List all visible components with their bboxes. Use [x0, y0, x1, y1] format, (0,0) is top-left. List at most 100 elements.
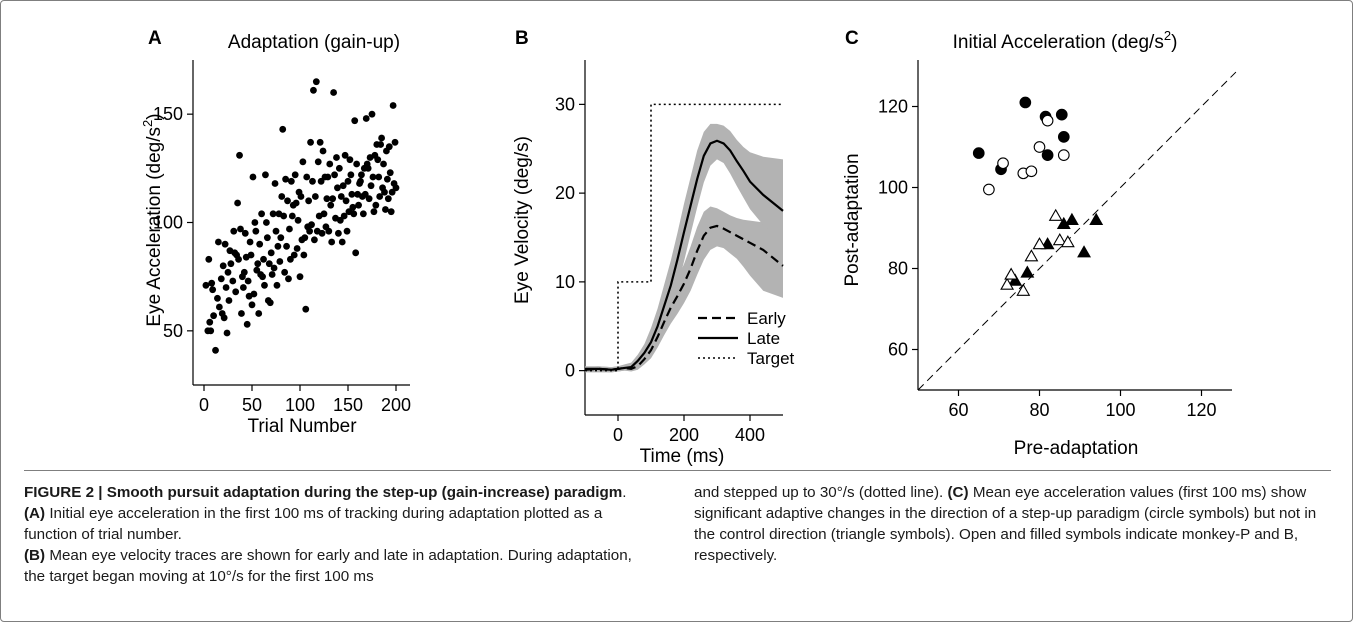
panel-a-data-point: [230, 227, 238, 235]
panel-a-x-tick-label: 200: [381, 395, 411, 415]
panel-a-data-point: [261, 281, 268, 289]
panel-a-data-point: [290, 251, 298, 259]
panel-a-data-point: [210, 312, 218, 320]
panel-b-axes: 0 200 400 0 10 20 30: [555, 60, 783, 445]
panel-a-data-point: [308, 221, 315, 229]
panel-a-data-point: [389, 102, 397, 109]
panel-a-data-point: [377, 141, 385, 148]
panel-a-data-point: [335, 164, 343, 172]
panel-a-data-point: [372, 201, 380, 209]
panel-a-data-point: [249, 173, 257, 181]
caption-a-label: (A): [24, 505, 46, 522]
panel-b-legend-label-late: Late: [747, 329, 780, 348]
panel-c-y-tick-label: 120: [878, 97, 908, 117]
panel-a-data-point: [263, 234, 271, 242]
caption-b-label: (B): [24, 547, 46, 564]
panel-a-data-point: [328, 238, 336, 246]
panel-a-data-point: [340, 212, 348, 220]
panel-a-data-point: [353, 160, 361, 168]
panel-c-unity-line: [917, 71, 1237, 391]
panel-a-data-point: [248, 301, 256, 309]
panel-c-axes: 60 80 100 120 60 80 100 120: [878, 60, 1237, 420]
panel-a-data-point: [247, 251, 255, 259]
caption-a-text: Initial eye acceleration in the first 10…: [24, 505, 603, 543]
panel-a-data-point: [307, 138, 314, 146]
panel-a-data-point: [383, 175, 391, 183]
panel-a-data-point: [284, 197, 291, 205]
panel-c-point-filled-triangle: [1020, 265, 1035, 278]
panel-a-x-tick-label: 0: [199, 395, 209, 415]
panel-a-data-point: [205, 255, 213, 263]
panel-a-data-point: [374, 156, 382, 164]
panel-c-point-filled-triangle: [1064, 212, 1079, 225]
panel-a-data-point: [278, 193, 286, 200]
panel-a-data-point: [343, 227, 351, 235]
panel-a-data-point: [387, 208, 395, 216]
panel-a-data-point: [327, 201, 335, 209]
panel-a-axes: 0 50 100 150 200 50 100 150: [153, 60, 411, 415]
panel-c-point-open-triangle: [1032, 237, 1047, 250]
panel-a-data-point: [232, 288, 240, 296]
panel-a-data-point: [244, 277, 252, 285]
panel-c-point-open-circle: [997, 157, 1009, 170]
panel-c-y-tick-label: 60: [888, 340, 908, 360]
panel-a-data-point: [209, 286, 217, 294]
panel-b-series-late: [585, 139, 784, 371]
panel-c-point-filled-triangle: [1008, 273, 1023, 286]
panel-a-data-point: [380, 160, 387, 168]
panel-c-points: [972, 96, 1104, 296]
panel-a-data-point: [381, 188, 388, 196]
panel-a-data-point: [234, 199, 242, 207]
panel-a-data-point: [309, 177, 316, 185]
panel-a-data-point: [208, 279, 216, 287]
panel-a-data-point: [364, 164, 372, 172]
panel-a-data-point: [265, 260, 273, 268]
panel-a-data-point: [348, 190, 356, 198]
panel-a-data-point: [339, 182, 347, 190]
panel-a-data-point: [222, 284, 230, 291]
panel-a-data-point: [316, 138, 324, 146]
panel-a-data-point: [239, 284, 247, 291]
panel-a-data-point: [342, 197, 350, 205]
panel-b-y-tick-label: 10: [555, 272, 575, 292]
panel-b-x-tick-label: 0: [613, 425, 623, 445]
panel-b-xlabel: Time (ms): [640, 446, 725, 467]
panel-a-data-point: [217, 275, 225, 283]
caption-right-column: and stepped up to 30°/s (dotted line). (…: [694, 482, 1334, 566]
panel-a-y-tick-label: 150: [153, 104, 183, 124]
panel-c-point-filled-circle: [972, 147, 985, 159]
panel-b-x-tick-label: 200: [669, 425, 699, 445]
panel-a-data-point: [238, 310, 245, 317]
panel-a: A Adaptation (gain-up) 0 50 100 150 200 50 100…: [140, 28, 411, 437]
panel-a-data-point: [384, 195, 392, 203]
panel-a-data-point: [229, 277, 237, 285]
panel-a-data-point: [369, 173, 377, 181]
panel-a-data-point: [323, 195, 331, 203]
panel-a-data-point: [303, 173, 311, 181]
panel-a-data-point: [325, 227, 333, 235]
panel-c-x-tick-label: 60: [948, 400, 968, 420]
panel-a-data-point: [299, 158, 307, 166]
panel-a-title: Adaptation (gain-up): [228, 32, 400, 53]
panel-a-data-point: [267, 249, 275, 257]
panel-a-data-point: [282, 175, 289, 183]
panel-a-data-point: [351, 117, 359, 125]
panel-a-data-point: [262, 171, 269, 179]
panel-c-point-open-triangle: [1024, 249, 1039, 262]
panel-b-y-tick-label: 30: [555, 94, 575, 114]
panel-a-data-point: [294, 216, 302, 224]
panel-a-data-point: [255, 310, 263, 317]
panel-a-data-point: [357, 177, 364, 185]
panel-b-sem-band-early: [585, 206, 783, 373]
panel-a-data-point: [314, 158, 322, 166]
panel-a-data-point: [297, 193, 305, 200]
panel-a-data-point: [349, 203, 357, 211]
panel-a-data-point: [240, 268, 248, 276]
panel-c-point-filled-circle: [1055, 108, 1068, 121]
panel-a-data-point: [291, 171, 299, 179]
panel-a-data-point: [375, 173, 383, 181]
panel-a-data-point: [296, 273, 304, 281]
panel-a-data-point: [391, 138, 399, 146]
panel-a-data-point: [274, 242, 282, 250]
panel-a-data-point: [312, 78, 320, 86]
